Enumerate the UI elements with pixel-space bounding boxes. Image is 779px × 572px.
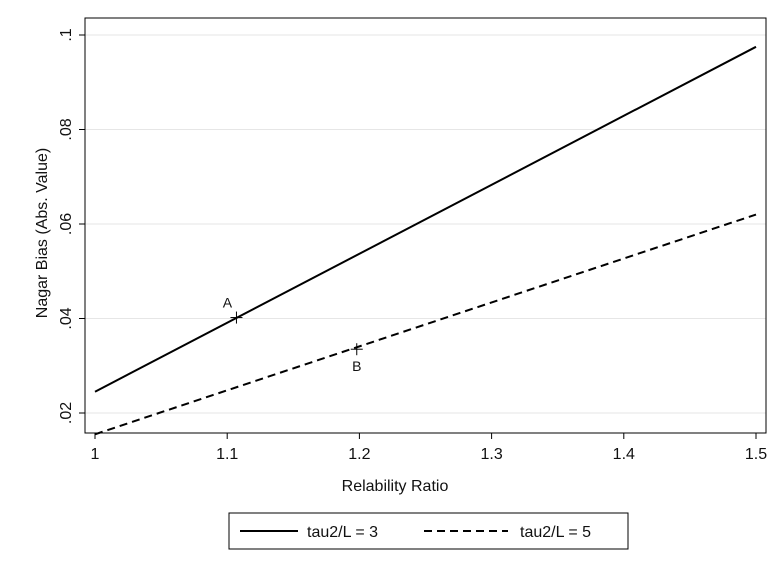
y-tick-label: .08 bbox=[58, 118, 75, 140]
x-axis: 1 1.1 1.2 1.3 1.4 1.5 bbox=[91, 433, 767, 463]
annotations: AB bbox=[223, 295, 363, 374]
x-tick-label: 1.4 bbox=[613, 446, 635, 463]
legend-label-series-2: tau2/L = 5 bbox=[520, 524, 591, 541]
annotation-label: A bbox=[223, 295, 233, 311]
gridlines bbox=[85, 34, 766, 414]
series-line-2 bbox=[94, 213, 757, 436]
x-tick-label: 1.1 bbox=[216, 446, 238, 463]
y-tick-label: .06 bbox=[58, 213, 75, 235]
y-tick-label: .1 bbox=[58, 28, 75, 41]
annotation-label: B bbox=[352, 358, 361, 374]
series-lines bbox=[94, 45, 757, 436]
legend-label-series-1: tau2/L = 3 bbox=[307, 524, 378, 541]
y-tick-label: .04 bbox=[58, 307, 75, 329]
x-tick-label: 1.3 bbox=[480, 446, 502, 463]
y-axis-title: Nagar Bias (Abs. Value) bbox=[34, 148, 51, 318]
legend: tau2/L = 3 tau2/L = 5 bbox=[228, 512, 629, 550]
x-tick-label: 1 bbox=[91, 446, 100, 463]
x-axis-title: Relability Ratio bbox=[342, 478, 449, 495]
plot-frame bbox=[84, 17, 767, 434]
x-tick-label: 1.2 bbox=[348, 446, 370, 463]
x-tick-label: 1.5 bbox=[745, 446, 767, 463]
y-tick-label: .02 bbox=[58, 402, 75, 424]
y-axis: .02 .04 .06 .08 .1 bbox=[58, 28, 85, 424]
series-line-1 bbox=[94, 45, 757, 393]
